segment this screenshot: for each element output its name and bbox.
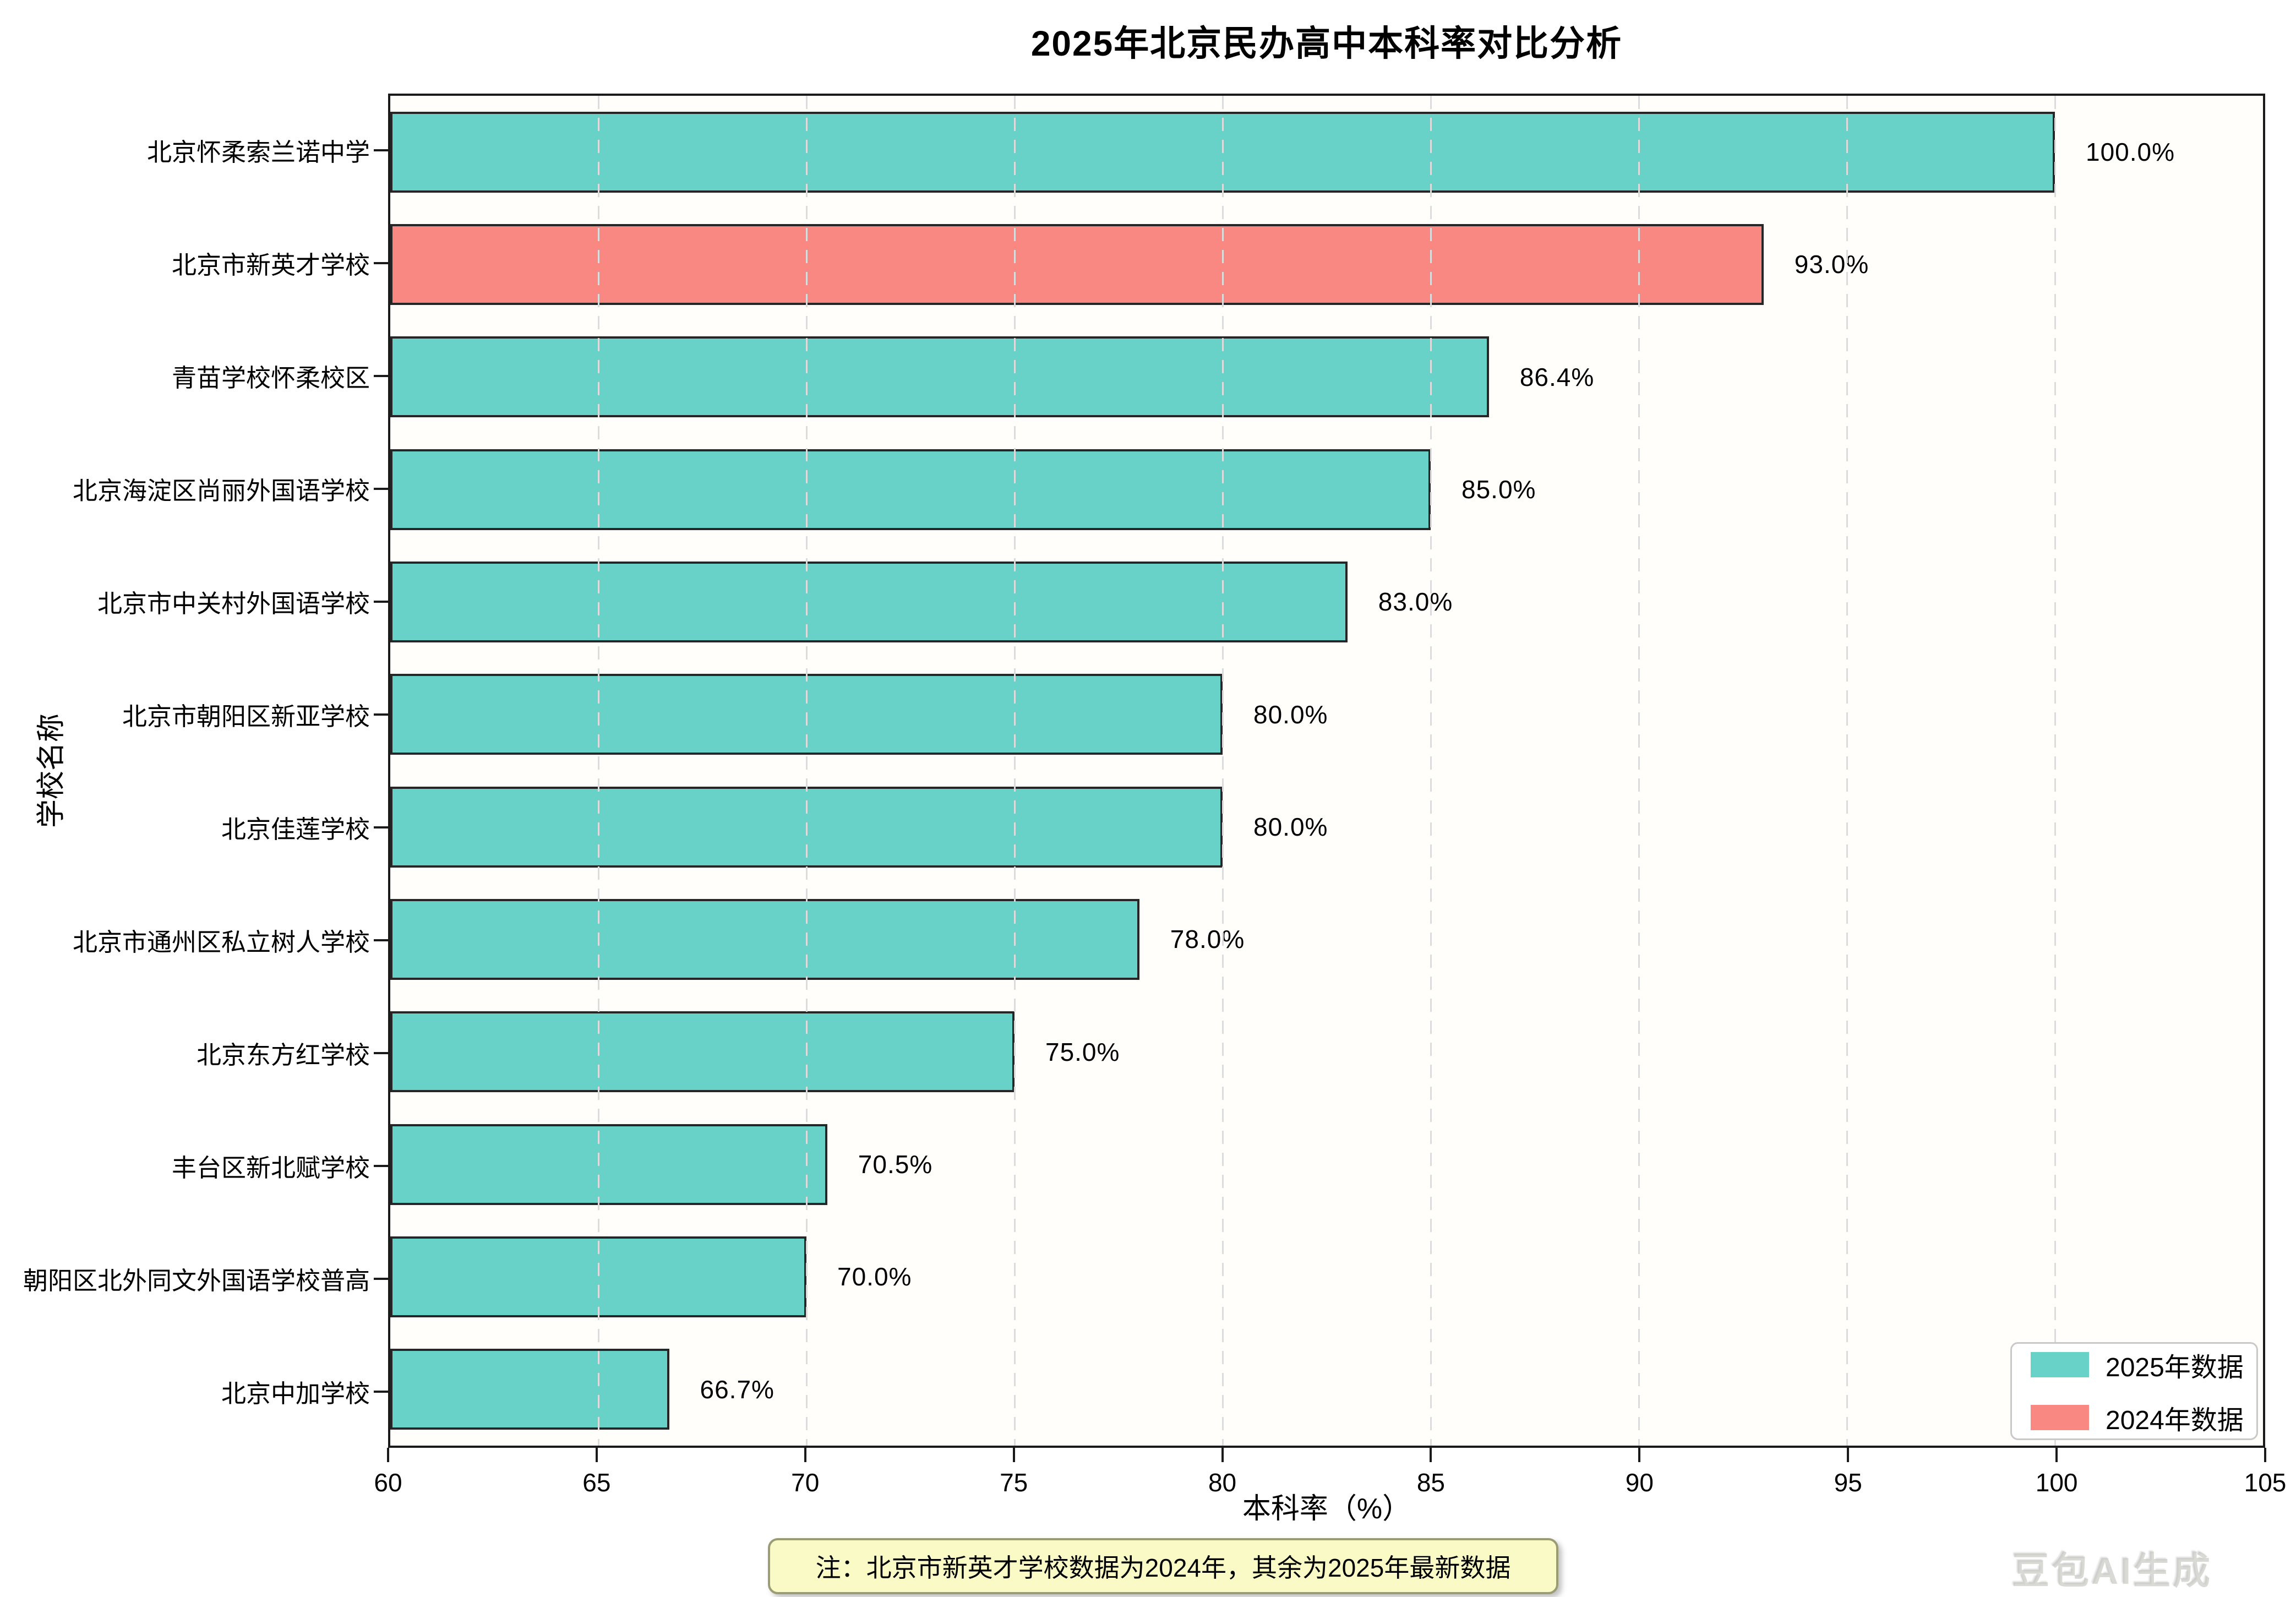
y-tick-mark bbox=[374, 1277, 388, 1280]
y-axis-label: 丰台区新北赋学校 bbox=[171, 1154, 370, 1182]
bar-青苗学校怀柔校区 bbox=[390, 336, 1489, 418]
x-tick-label: 80 bbox=[1208, 1468, 1237, 1497]
gridline-x-65 bbox=[597, 96, 599, 1446]
bar-row: 78.0% bbox=[390, 883, 2263, 995]
bar-北京东方红学校 bbox=[390, 1011, 1015, 1093]
bar-value-label: 70.5% bbox=[858, 1150, 933, 1179]
gridline-x-75 bbox=[1013, 96, 1016, 1446]
gridline-x-100 bbox=[2054, 96, 2056, 1446]
y-tick-mark bbox=[374, 487, 388, 490]
y-tick-mark bbox=[374, 1164, 388, 1167]
x-tick-mark bbox=[595, 1448, 598, 1462]
bar-row: 85.0% bbox=[390, 433, 2263, 546]
x-tick-mark bbox=[1012, 1448, 1015, 1462]
x-tick-mark bbox=[1847, 1448, 1850, 1462]
bar-北京市通州区私立树人学校 bbox=[390, 898, 1139, 980]
gridline-x-95 bbox=[1846, 96, 1848, 1446]
y-axis-label: 北京海淀区尚丽外国语学校 bbox=[72, 477, 370, 505]
bar-北京中加学校 bbox=[390, 1349, 669, 1430]
gridline-x-85 bbox=[1430, 96, 1432, 1446]
bar-row: 80.0% bbox=[390, 658, 2263, 771]
legend-label: 2025年数据 bbox=[2106, 1353, 2244, 1382]
gridline-x-80 bbox=[1221, 96, 1224, 1446]
bar-value-label: 93.0% bbox=[1794, 250, 1869, 279]
bar-row: 70.0% bbox=[390, 1220, 2263, 1333]
bar-value-label: 83.0% bbox=[1378, 587, 1453, 617]
y-tick-mark bbox=[374, 374, 388, 377]
x-tick-label: 90 bbox=[1625, 1468, 1654, 1497]
bar-rows: 100.0% 93.0% 86.4% 85.0% 83.0% 80.0% 80.0% 78.0… bbox=[390, 96, 2263, 1446]
x-tick-label: 105 bbox=[2244, 1468, 2287, 1497]
x-axis-title: 本科率（%） bbox=[1242, 1493, 1411, 1525]
y-axis-label: 北京市通州区私立树人学校 bbox=[72, 928, 370, 956]
bar-value-label: 66.7% bbox=[700, 1375, 775, 1404]
bar-value-label: 100.0% bbox=[2086, 138, 2175, 167]
x-tick-mark bbox=[1638, 1448, 1641, 1462]
y-tick-mark bbox=[374, 600, 388, 603]
legend-entry-2024: 2024年数据 bbox=[2031, 1398, 2244, 1437]
legend: 2025年数据 2024年数据 bbox=[2010, 1342, 2258, 1440]
y-tick-mark bbox=[374, 826, 388, 829]
y-tick-mark bbox=[374, 261, 388, 264]
x-tick-mark bbox=[2264, 1448, 2266, 1462]
gridline-x-70 bbox=[805, 96, 808, 1446]
x-tick-label: 95 bbox=[1834, 1468, 1862, 1497]
legend-label: 2024年数据 bbox=[2106, 1406, 2244, 1435]
y-axis-label: 北京东方红学校 bbox=[196, 1041, 370, 1069]
y-tick-mark bbox=[374, 939, 388, 941]
bar-丰台区新北赋学校 bbox=[390, 1124, 827, 1205]
y-axis-labels: 北京怀柔索兰诺中学 北京市新英才学校 青苗学校怀柔校区 北京海淀区尚丽外国语学校 北京市… bbox=[0, 94, 370, 1448]
y-tick-mark bbox=[374, 149, 388, 151]
y-axis-label: 北京怀柔索兰诺中学 bbox=[146, 138, 370, 166]
bar-row: 93.0% bbox=[390, 208, 2263, 320]
bar-北京市新英才学校 bbox=[390, 224, 1764, 306]
x-tick-label: 85 bbox=[1416, 1468, 1446, 1497]
x-tick-label: 65 bbox=[582, 1468, 611, 1497]
y-axis-label: 青苗学校怀柔校区 bbox=[171, 364, 370, 392]
bar-row: 66.7% bbox=[390, 1333, 2263, 1446]
bar-row: 83.0% bbox=[390, 546, 2263, 658]
bar-row: 75.0% bbox=[390, 996, 2263, 1108]
y-axis-label: 北京市新英才学校 bbox=[171, 251, 370, 279]
bar-value-label: 80.0% bbox=[1253, 813, 1328, 842]
x-tick-mark bbox=[1430, 1448, 1432, 1462]
y-axis-label: 北京市中关村外国语学校 bbox=[97, 590, 370, 618]
legend-swatch-icon bbox=[2031, 1352, 2089, 1377]
y-axis-label: 北京佳莲学校 bbox=[221, 815, 370, 843]
bar-row: 80.0% bbox=[390, 771, 2263, 883]
x-tick-mark bbox=[1221, 1448, 1224, 1462]
y-axis-label: 北京市朝阳区新亚学校 bbox=[122, 702, 370, 731]
watermark: 豆包AI生成 bbox=[2012, 1550, 2213, 1592]
bar-value-label: 70.0% bbox=[837, 1262, 912, 1291]
note-box: 注：北京市新英才学校数据为2024年，其余为2025年最新数据 bbox=[768, 1538, 1558, 1594]
chart-title: 2025年北京民办高中本科率对比分析 bbox=[1030, 24, 1623, 63]
y-tick-mark bbox=[374, 713, 388, 716]
legend-entry-2025: 2025年数据 bbox=[2031, 1345, 2244, 1384]
x-tick-mark bbox=[387, 1448, 389, 1462]
bar-北京市中关村外国语学校 bbox=[390, 561, 1348, 643]
x-tick-label: 100 bbox=[2035, 1468, 2078, 1497]
y-tick-mark bbox=[374, 1390, 388, 1393]
y-tick-mark bbox=[374, 1051, 388, 1054]
x-tick-mark bbox=[804, 1448, 806, 1462]
gridline-x-90 bbox=[1638, 96, 1640, 1446]
x-tick-label: 60 bbox=[374, 1468, 402, 1497]
y-axis-label: 朝阳区北外同文外国语学校普高 bbox=[23, 1267, 370, 1295]
x-tick-label: 75 bbox=[1000, 1468, 1028, 1497]
x-tick-label: 70 bbox=[791, 1468, 820, 1497]
bar-value-label: 75.0% bbox=[1045, 1037, 1120, 1066]
bar-row: 86.4% bbox=[390, 321, 2263, 433]
bar-value-label: 86.4% bbox=[1519, 362, 1595, 391]
plot-area: 100.0% 93.0% 86.4% 85.0% 83.0% 80.0% 80.0% 78.0… bbox=[388, 94, 2265, 1448]
bar-value-label: 78.0% bbox=[1170, 925, 1245, 954]
x-tick-mark bbox=[2055, 1448, 2058, 1462]
bar-value-label: 85.0% bbox=[1461, 475, 1536, 504]
bar-value-label: 80.0% bbox=[1253, 700, 1328, 729]
bar-row: 100.0% bbox=[390, 96, 2263, 208]
bar-北京海淀区尚丽外国语学校 bbox=[390, 449, 1431, 530]
legend-swatch-icon bbox=[2031, 1405, 2089, 1430]
y-axis-label: 北京中加学校 bbox=[221, 1380, 370, 1408]
bar-row: 70.5% bbox=[390, 1108, 2263, 1220]
